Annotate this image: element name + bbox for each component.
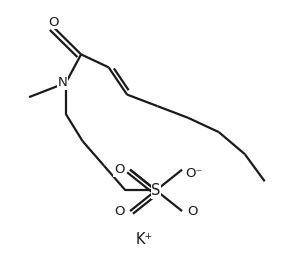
Text: S: S — [151, 183, 161, 198]
Text: K⁺: K⁺ — [135, 232, 152, 247]
Text: N: N — [58, 76, 68, 89]
Text: O: O — [48, 16, 59, 28]
Text: O: O — [114, 163, 125, 176]
Text: O⁻: O⁻ — [185, 167, 203, 180]
Text: O: O — [188, 205, 198, 218]
Text: O: O — [114, 205, 125, 218]
